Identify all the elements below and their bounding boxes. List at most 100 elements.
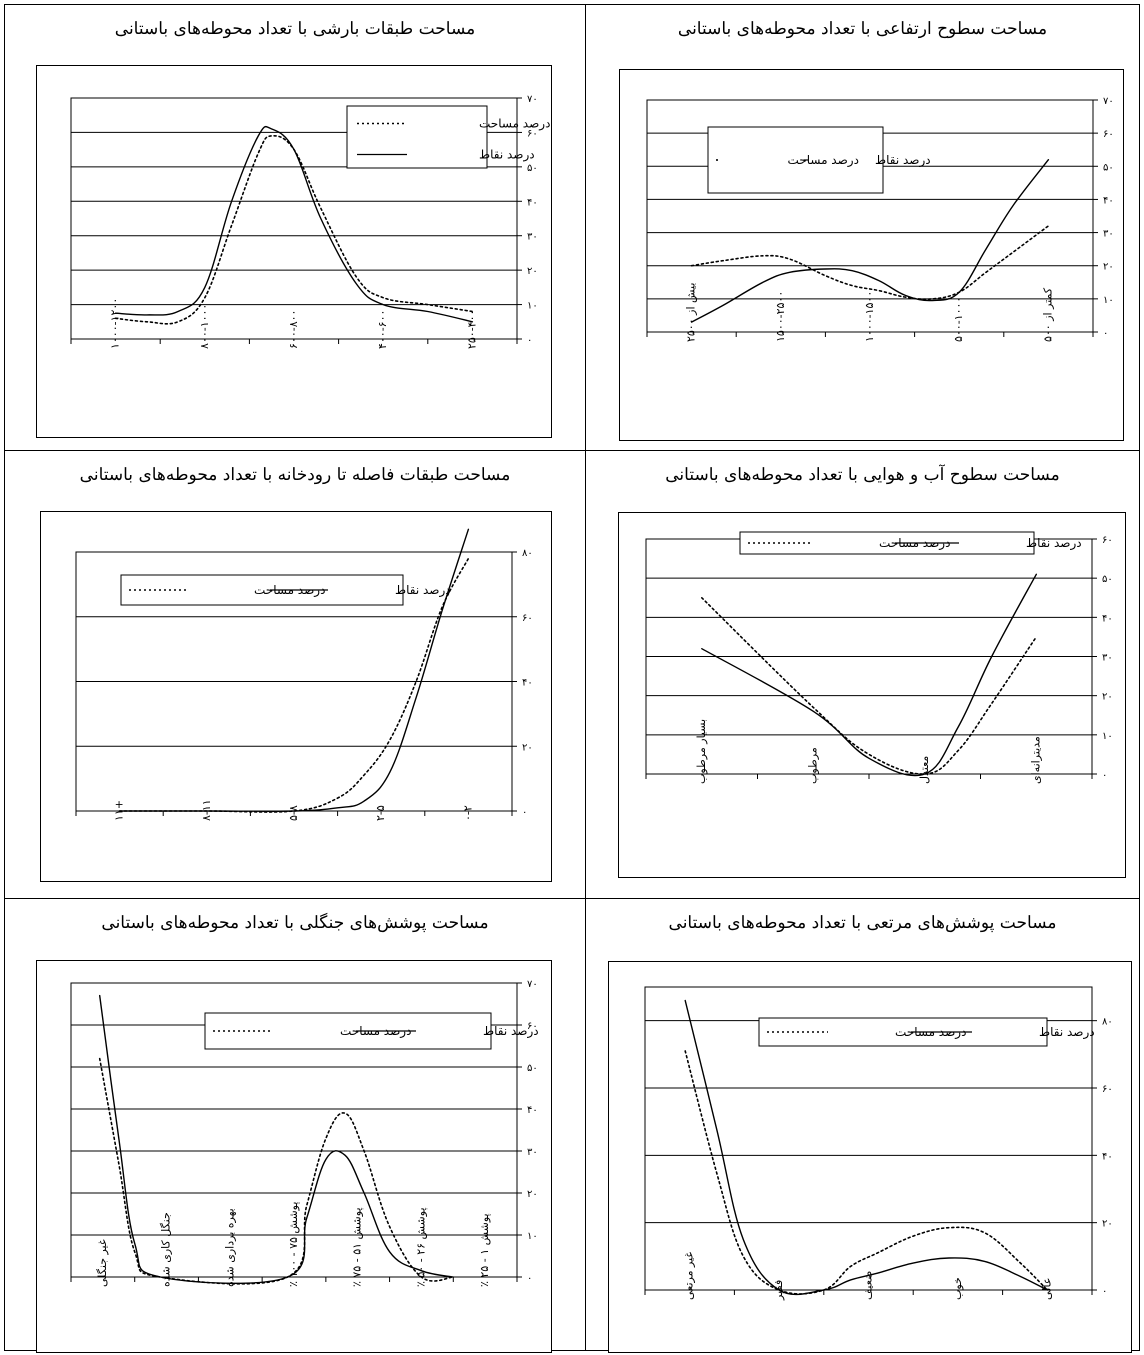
x-tick-label: غیر مرتعی: [683, 1252, 696, 1300]
chart-frame: ۰ ۱۰ ۲۰ ۳۰ ۴۰ ۵۰ ۶۰ بسیار مرطوب مرطوب معتدل مدیترا…: [618, 512, 1126, 878]
legend: [204, 1012, 492, 1050]
y-tick-label: ۳۰: [1102, 653, 1113, 664]
x-tick-label: ۲-۵: [374, 805, 387, 821]
grid-divider-row1: [4, 450, 1140, 451]
x-tick-label: مرطوب: [806, 747, 819, 784]
figure-grid: [4, 4, 1140, 1351]
x-tick-label: ۵۰۰-۱۰۰۰: [952, 297, 965, 342]
x-tick-label: ۱۵۰۰-۲۵۰۰: [774, 291, 787, 342]
y-tick-label: ۰: [1102, 1286, 1107, 1297]
series-line-0: [690, 225, 1050, 301]
x-tick-label: بیش از ۲۵۰۰: [685, 283, 698, 342]
legend-label: درصد مساحت: [788, 153, 859, 168]
y-tick-label: ۱۰: [527, 301, 538, 312]
y-tick-label: ۶۰: [1103, 129, 1114, 140]
x-tick-label: پوشش ۷۵ - ۱۰۰ ٪: [287, 1202, 300, 1287]
legend-label: درصد نقاط: [395, 583, 451, 598]
chart-frame: ۰ ۱۰ ۲۰ ۳۰ ۴۰ ۵۰ ۶۰ ۷۰ بیش از ۲۵۰۰ ۱۵۰۰-۲۵۰۰ ۱۰۰۰-…: [619, 69, 1124, 441]
y-tick-label: ۶۰: [1102, 535, 1113, 546]
y-tick-label: ۲۰: [1102, 692, 1113, 703]
x-tick-label: ۶۰۰-۸۰۰: [287, 310, 300, 349]
chart-frame: ۰ ۱۰ ۲۰ ۳۰ ۴۰ ۵۰ ۶۰ ۷۰ غیر جنگلی جنگل کاری شده بهر…: [36, 960, 552, 1353]
y-tick-label: ۰: [527, 335, 532, 346]
x-tick-label: ۱۰۰۰-۱۲۰۰: [109, 298, 122, 349]
x-tick-label: پوشش ۲۶ - ۵۰ ٪: [414, 1207, 427, 1287]
chart-title: مساحت پوشش‌های مرتعی با تعداد محوطه‌های …: [668, 913, 1057, 933]
series-line-0: [98, 1057, 455, 1285]
series-line-1: [701, 573, 1037, 777]
legend-label: درصد نقاط: [1039, 1025, 1095, 1040]
cell-precipitation: مساحت طبقات بارشی با تعداد محوطه‌های باس…: [5, 5, 585, 450]
x-tick-label: جنگل کاری شده: [160, 1212, 173, 1287]
x-tick-label: مدیترانه‌ای: [1029, 736, 1042, 784]
chart-frame: ۰ ۲۰ ۴۰ ۶۰ ۸۰ غیر مرتعی فقیر ضعیف خوب عالی درصد مس…: [608, 961, 1132, 1353]
legend-label: درصد نقاط: [479, 148, 535, 163]
y-tick-label: ۵۰: [527, 1063, 538, 1074]
y-tick-label: ۷۰: [1103, 96, 1114, 107]
y-tick-label: ۸۰: [522, 548, 533, 559]
x-tick-label: ۰-۲: [461, 805, 474, 821]
cell-climate: مساحت سطوح آب و هوایی با تعداد محوطه‌های…: [586, 451, 1139, 898]
y-tick-label: ۲۰: [1102, 1219, 1113, 1230]
series-line-1: [690, 159, 1050, 323]
y-tick-label: ۴۰: [1103, 195, 1114, 206]
series-line-1: [118, 528, 470, 812]
y-tick-label: ۲۰: [1103, 262, 1114, 273]
y-tick-label: ۴۰: [1102, 1151, 1113, 1162]
y-tick-label: ۷۰: [527, 94, 538, 105]
y-tick-label: ۴۰: [527, 197, 538, 208]
y-tick-label: ۰: [522, 807, 527, 818]
cell-river-distance: مساحت طبقات فاصله تا رودخانه با تعداد مح…: [5, 451, 585, 898]
legend-label: درصد مساحت: [479, 117, 550, 132]
series-line-1: [99, 994, 454, 1285]
y-tick-label: ۶۰: [527, 128, 538, 139]
y-tick-label: ۱۰: [1103, 295, 1114, 306]
chart-forest: ۰ ۱۰ ۲۰ ۳۰ ۴۰ ۵۰ ۶۰ ۷۰ غیر جنگلی جنگل کاری شده بهر…: [70, 979, 539, 1287]
x-tick-label: پوشش ۱ - ۲۵ ٪: [478, 1213, 491, 1287]
y-tick-label: ۶۰: [522, 613, 533, 624]
y-tick-label: ۵۰: [527, 163, 538, 174]
x-tick-label: ۱۰۰۰-۱۵۰۰: [863, 291, 876, 342]
y-tick-label: ۲۰: [527, 266, 538, 277]
y-tick-label: ۴۰: [522, 678, 533, 689]
y-tick-label: ۵۰: [1102, 574, 1113, 585]
y-tick-label: ۴۰: [1102, 613, 1113, 624]
series-line-1: [684, 999, 1048, 1296]
chart-elevation: ۰ ۱۰ ۲۰ ۳۰ ۴۰ ۵۰ ۶۰ ۷۰ بیش از ۲۵۰۰ ۱۵۰۰-۲۵۰۰ ۱۰۰۰-…: [646, 96, 1114, 342]
series-line-0: [701, 597, 1038, 775]
x-tick-label: کمتر از ۵۰۰: [1041, 287, 1054, 342]
y-tick-label: ۰: [527, 1273, 532, 1284]
grid-divider-row2: [4, 898, 1140, 899]
y-tick-label: ۸۰: [1102, 1017, 1113, 1028]
x-tick-label: ضعیف: [862, 1271, 875, 1300]
chart-climate: ۰ ۱۰ ۲۰ ۳۰ ۴۰ ۵۰ ۶۰ بسیار مرطوب مرطوب معتدل مدیترا…: [645, 531, 1113, 784]
chart-frame: ۰ ۱۰ ۲۰ ۳۰ ۴۰ ۵۰ ۶۰ ۷۰ ۱۰۰۰-۱۲۰۰ ۸۰۰-۱۰۰۰ ۶۰۰-۸۰۰ ۴…: [36, 65, 552, 438]
y-tick-label: ۱۰: [1102, 731, 1113, 742]
x-tick-label: ۴۰۰-۶۰۰: [376, 310, 389, 349]
y-tick-label: ۲۰: [527, 1189, 538, 1200]
cell-rangeland: مساحت پوشش‌های مرتعی با تعداد محوطه‌های …: [586, 899, 1139, 1353]
x-tick-label: ۲۵۰-۴۰۰: [465, 310, 478, 349]
x-tick-label: ۸-۱۱: [200, 799, 213, 821]
y-tick-label: ۴۰: [527, 1105, 538, 1116]
x-tick-label: بسیار مرطوب: [695, 719, 708, 784]
chart-title: مساحت سطوح آب و هوایی با تعداد محوطه‌های…: [665, 465, 1060, 485]
chart-title: مساحت پوشش‌های جنگلی با تعداد محوطه‌های …: [101, 913, 489, 933]
plot-area: [644, 986, 1093, 1291]
x-tick-label: بهره برداری شده: [223, 1208, 236, 1287]
chart-title: مساحت سطوح ارتفاعی با تعداد محوطه‌های با…: [677, 19, 1048, 39]
chart-frame: ۰ ۲۰ ۴۰ ۶۰ ۸۰ +۱۱ ۸-۱۱ ۵-۸ ۲-۵ ۰-۲ درصد مساحت درصد …: [40, 511, 552, 882]
x-tick-label: خوب: [951, 1277, 964, 1300]
y-tick-label: ۰: [1102, 770, 1107, 781]
legend: [120, 574, 404, 606]
x-tick-label: غیر جنگلی: [96, 1239, 109, 1287]
y-tick-label: ۶۰: [527, 1021, 538, 1032]
y-tick-label: ۲۰: [522, 742, 533, 753]
y-tick-label: ۰: [1103, 328, 1108, 339]
series-line-0: [684, 1050, 1049, 1295]
grid-divider-vertical: [585, 4, 586, 1351]
y-tick-label: ۳۰: [527, 232, 538, 243]
y-tick-label: ۵۰: [1103, 162, 1114, 173]
x-tick-label: معتدل: [918, 756, 931, 784]
